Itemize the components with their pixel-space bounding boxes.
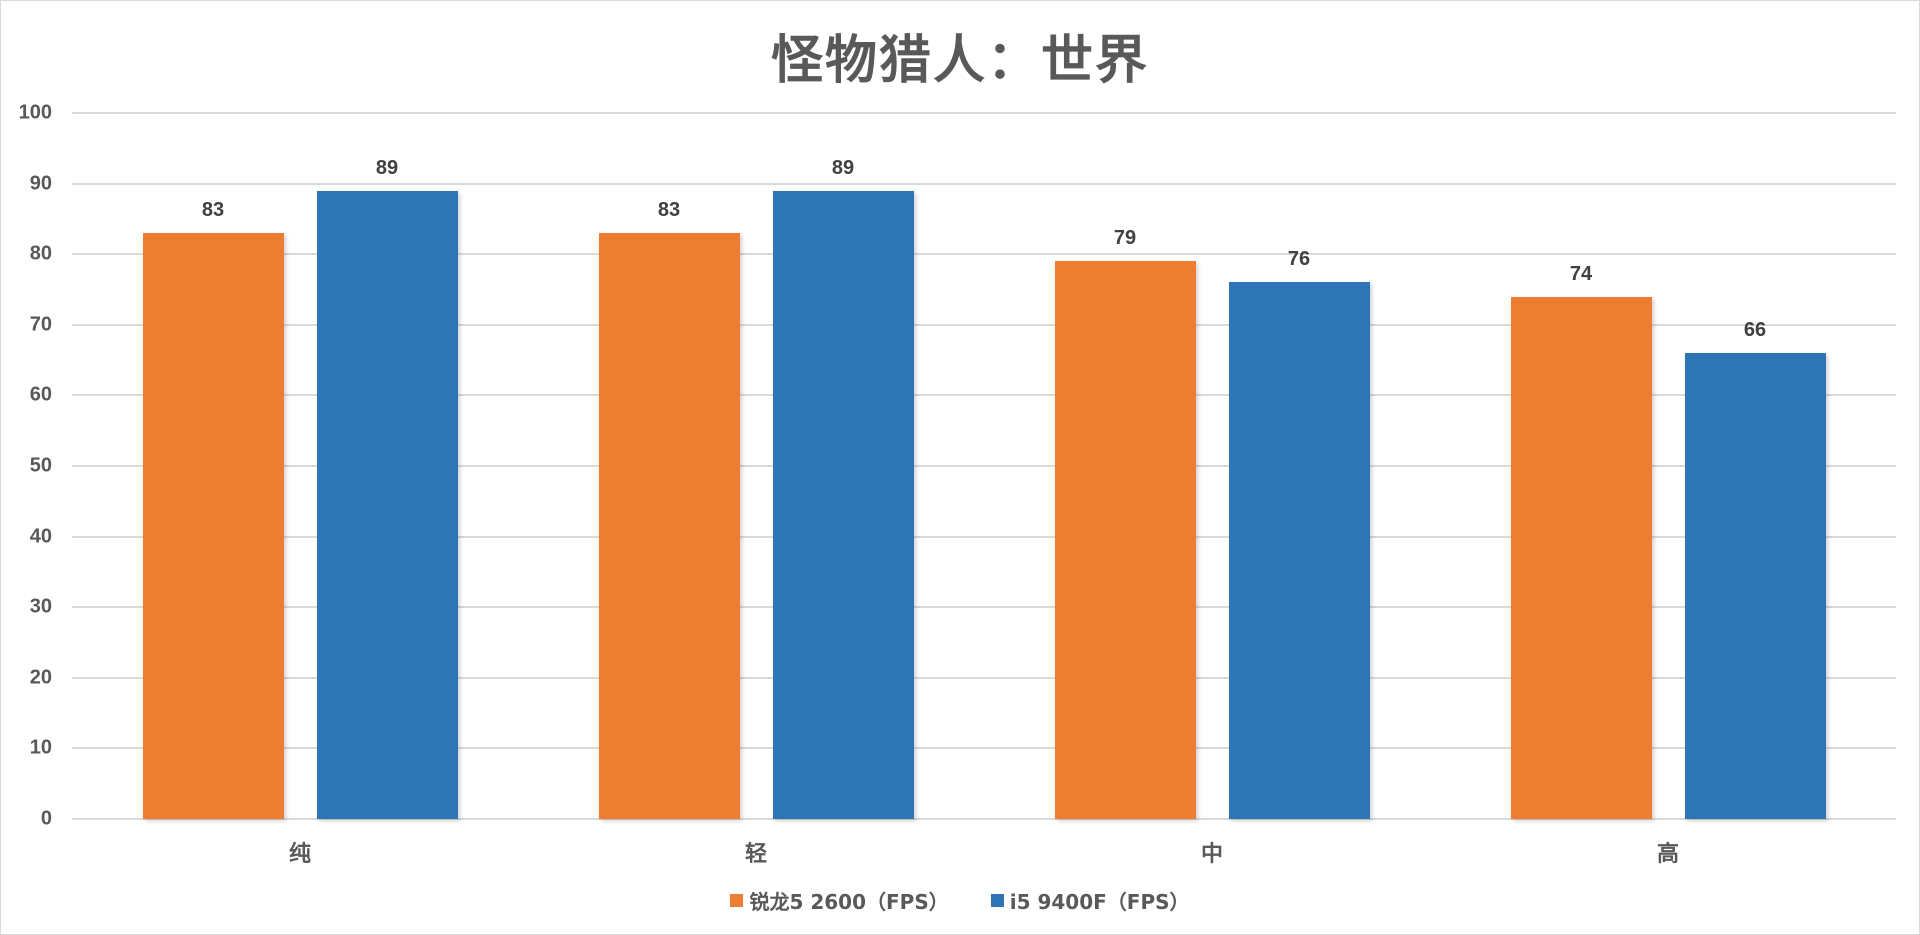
legend-item: 锐龙5 2600（FPS）: [730, 886, 949, 915]
x-tick-label: 纯: [288, 842, 311, 867]
bar-i5-9400f: [1228, 282, 1370, 819]
data-label: 83: [657, 199, 681, 222]
y-tick-label: 100: [18, 101, 52, 124]
gridline: [72, 253, 1896, 256]
gridline: [72, 465, 1896, 467]
gridline: [72, 182, 1896, 185]
gridline: [72, 112, 1896, 114]
gridline: [72, 535, 1896, 538]
y-tick-label: 40: [29, 525, 52, 548]
legend-swatch-icon: [730, 894, 744, 907]
plot-area: 83 89 83 89 79 76 74 66: [72, 112, 1896, 820]
y-tick-label: 90: [29, 172, 52, 195]
data-label: 83: [201, 199, 225, 222]
gridline: [72, 818, 1896, 820]
x-tick-label: 高: [1656, 842, 1679, 867]
x-tick-label: 轻: [744, 842, 767, 867]
bar-i5-9400f: [316, 190, 458, 819]
chart-title: 怪物猎人：世界: [770, 31, 1149, 91]
y-tick-label: 10: [29, 736, 52, 759]
legend-item: i5 9400F（FPS）: [990, 886, 1190, 915]
legend-label: 锐龙5 2600（FPS）: [749, 890, 949, 914]
y-tick-label: 60: [29, 383, 52, 406]
data-label: 89: [375, 156, 399, 179]
legend: 锐龙5 2600（FPS） i5 9400F（FPS）: [0, 886, 1920, 915]
y-tick-label: 70: [29, 313, 52, 336]
gridline: [72, 747, 1896, 750]
y-tick-label: 30: [29, 595, 52, 618]
gridline: [72, 606, 1896, 609]
legend-swatch-icon: [990, 894, 1004, 907]
bar-ryzen5-2600: [1054, 261, 1196, 819]
y-tick-label: 20: [29, 666, 52, 689]
bar-ryzen5-2600: [142, 233, 284, 819]
data-label: 76: [1287, 248, 1311, 271]
gridline: [72, 323, 1896, 326]
bar-i5-9400f: [1684, 353, 1826, 819]
bar-ryzen5-2600: [598, 233, 740, 819]
gridline: [72, 394, 1896, 397]
data-label: 74: [1569, 262, 1593, 285]
data-label: 79: [1113, 227, 1137, 250]
bar-i5-9400f: [772, 190, 914, 819]
y-tick-label: 50: [29, 454, 52, 477]
x-tick-label: 中: [1200, 842, 1223, 867]
gridline: [72, 676, 1896, 679]
data-label: 89: [831, 156, 855, 179]
data-label: 66: [1743, 319, 1767, 342]
y-tick-label: 0: [40, 807, 52, 830]
bar-ryzen5-2600: [1510, 296, 1652, 819]
legend-label: i5 9400F（FPS）: [1009, 890, 1190, 914]
y-tick-label: 80: [29, 242, 52, 265]
